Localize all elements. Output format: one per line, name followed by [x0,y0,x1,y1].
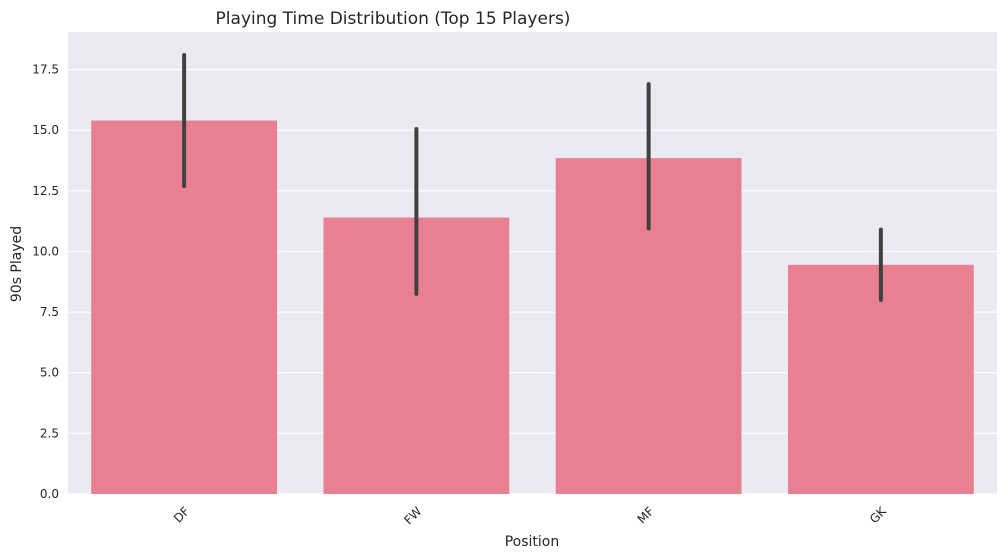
bars [91,120,974,494]
y-tick-label: 5.0 [40,366,59,380]
y-tick-label: 7.5 [40,305,59,319]
x-tick-label: MF [635,504,657,526]
error-bars [182,53,883,302]
y-tick-label: 15.0 [32,123,59,137]
x-tick-label: GK [867,503,890,526]
x-axis-label: Position [505,534,560,550]
x-tick-label: DF [171,504,192,525]
x-tick-label: FW [401,504,424,527]
y-axis-ticks: 0.0 2.5 5.0 7.5 10.0 12.5 15.0 17.5 [32,63,59,501]
bar-gk [787,264,974,494]
y-tick-label: 10.0 [32,244,59,258]
y-tick-label: 0.0 [40,487,59,501]
x-axis-ticks: DF FW MF GK [171,503,890,527]
chart-title: Playing Time Distribution (Top 15 Player… [216,9,571,29]
y-tick-label: 17.5 [32,63,59,77]
y-axis-label: 90s Played [9,226,25,302]
y-tick-label: 12.5 [32,184,59,198]
y-tick-label: 2.5 [40,426,59,440]
